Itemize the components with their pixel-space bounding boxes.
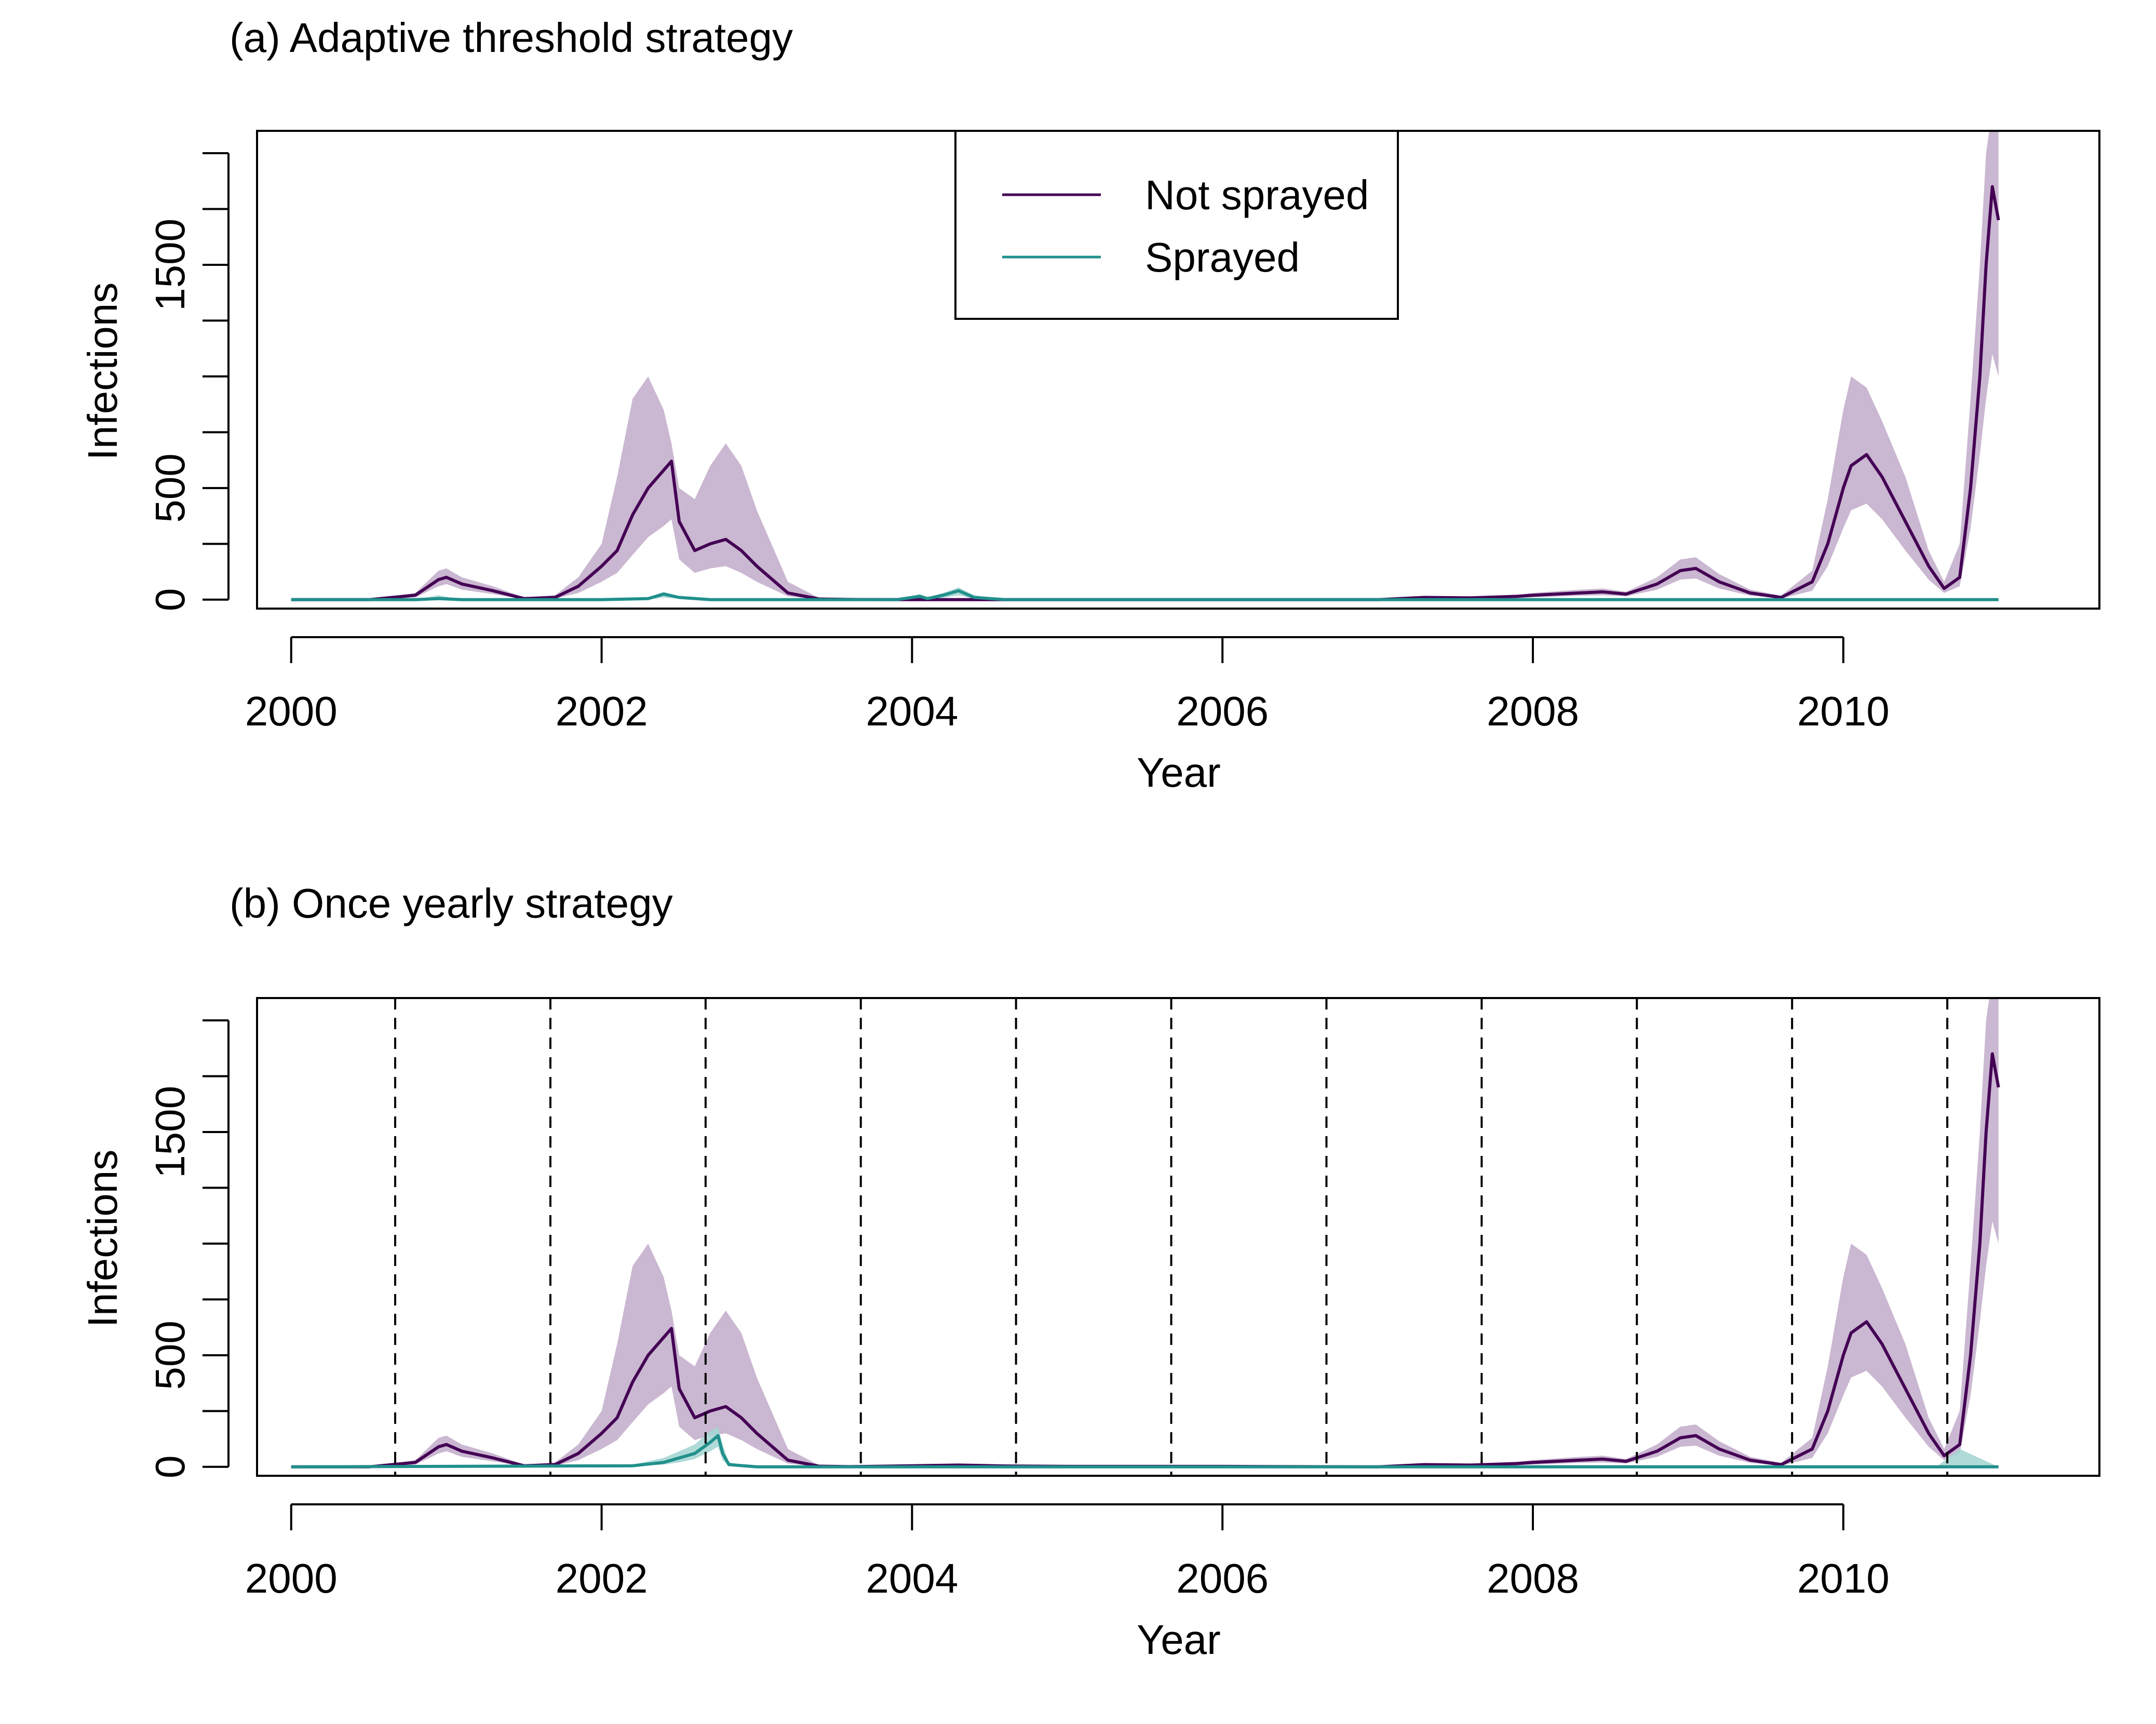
- panel-b-data-area: [291, 998, 2000, 1469]
- y-tick-label: 500: [147, 453, 193, 522]
- panel-a-y-axis-label: Infections: [79, 282, 126, 460]
- plot-frame: [256, 997, 2100, 1477]
- x-tick-label: 2010: [1797, 688, 1890, 734]
- y-tick-label: 1500: [147, 1086, 193, 1178]
- panel-b: (b) Once yearly strategy 2000 2002 2004 200…: [79, 880, 2100, 1663]
- y-tick-label: 0: [147, 588, 193, 612]
- x-tick-label: 2002: [556, 688, 648, 734]
- legend-box: [954, 130, 1399, 320]
- panel-a-data-area: [291, 131, 2000, 601]
- x-tick-label: 2010: [1797, 1555, 1890, 1601]
- panel-a-x-axis-label: Year: [1137, 749, 1221, 796]
- panel-a-title: (a) Adaptive threshold strategy: [230, 15, 793, 61]
- panel-b-plot: 2000 2002 2004 2006 2008 2010 0 500 1500: [147, 997, 2100, 1601]
- x-tick-label: 2000: [245, 1555, 338, 1601]
- x-tick-label: 2002: [556, 1555, 648, 1601]
- panel-a-plot: 2000 2002 2004 2006 2008 2010 0 500 1500: [147, 130, 2100, 734]
- panel-a: (a) Adaptive threshold strategy 2000 2002…: [79, 15, 2100, 796]
- panel-b-x-axis-label: Year: [1137, 1617, 1221, 1663]
- panel-b-y-axis-label: Infections: [79, 1150, 126, 1327]
- x-tick-label: 2000: [245, 688, 338, 734]
- x-tick-label: 2008: [1487, 1555, 1579, 1601]
- x-tick-label: 2006: [1176, 688, 1269, 734]
- series-band-not-sprayed: [291, 998, 1999, 1467]
- legend-label-not-sprayed: Not sprayed: [1145, 172, 1369, 218]
- panel-b-title: (b) Once yearly strategy: [230, 880, 673, 926]
- x-tick-label: 2008: [1487, 688, 1579, 734]
- x-tick-label: 2006: [1176, 1555, 1269, 1601]
- series-line-sprayed: [291, 589, 1999, 601]
- series-line-sprayed: [291, 1434, 1999, 1469]
- y-tick-label: 0: [147, 1456, 193, 1479]
- x-tick-label: 2004: [866, 1555, 958, 1601]
- series-band-not-sprayed: [291, 131, 1999, 600]
- y-tick-label: 1500: [147, 219, 193, 311]
- x-tick-label: 2004: [866, 688, 958, 734]
- y-tick-label: 500: [147, 1321, 193, 1390]
- legend-label-sprayed: Sprayed: [1145, 234, 1300, 280]
- panel-a-legend: Not sprayed Sprayed: [954, 130, 1399, 320]
